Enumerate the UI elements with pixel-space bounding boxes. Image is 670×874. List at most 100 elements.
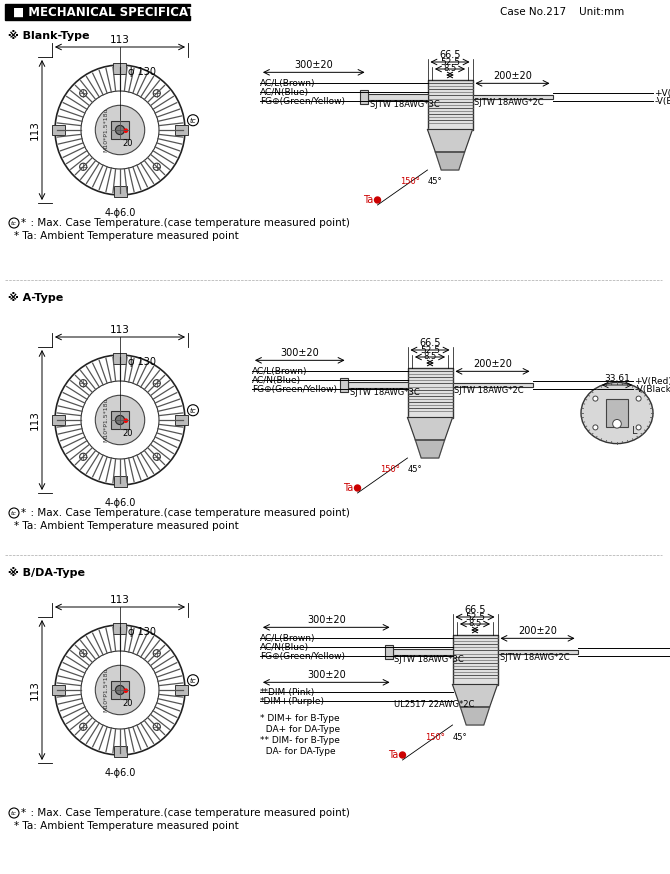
Bar	[52, 125, 65, 135]
Text: SJTW 18AWG*3C: SJTW 18AWG*3C	[369, 100, 440, 109]
Text: Ta: Ta	[363, 195, 373, 205]
Circle shape	[115, 685, 125, 695]
Bar	[113, 64, 127, 73]
Circle shape	[95, 665, 145, 715]
Text: Ta: Ta	[343, 483, 354, 493]
Circle shape	[95, 105, 145, 155]
Text: 200±20: 200±20	[493, 72, 532, 81]
Polygon shape	[427, 129, 472, 152]
Text: * DIM+ for B-Type: * DIM+ for B-Type	[260, 714, 340, 724]
Text: : Max. Case Temperature.(case temperature measured point): : Max. Case Temperature.(case temperatur…	[24, 508, 350, 518]
Circle shape	[115, 126, 125, 135]
Text: ** DIM- for B-Type: ** DIM- for B-Type	[260, 736, 340, 746]
Text: tc: tc	[11, 221, 17, 226]
Text: 8.5: 8.5	[444, 64, 457, 73]
Text: 200±20: 200±20	[518, 627, 557, 636]
Text: 113: 113	[30, 120, 40, 140]
Text: 52.5: 52.5	[440, 58, 460, 67]
Text: 113: 113	[110, 325, 130, 335]
Text: 20: 20	[123, 428, 133, 438]
Text: ※ Blank-Type: ※ Blank-Type	[8, 30, 90, 41]
Text: DA- for DA-Type: DA- for DA-Type	[260, 747, 336, 756]
Bar	[113, 623, 127, 634]
Text: 300±20: 300±20	[307, 670, 346, 680]
Text: * Ta: Ambient Temperature measured point: * Ta: Ambient Temperature measured point	[14, 231, 239, 241]
Bar	[393, 649, 452, 656]
Text: M10*P1.5*18u: M10*P1.5*18u	[103, 398, 108, 442]
Text: AC/L(Brown): AC/L(Brown)	[260, 79, 316, 87]
Text: *: *	[21, 218, 29, 228]
Bar	[360, 90, 368, 104]
Bar	[113, 746, 127, 757]
Text: 33.61: 33.61	[604, 374, 630, 383]
Circle shape	[593, 396, 598, 401]
Circle shape	[124, 419, 127, 422]
Text: M10*P1.5*18u: M10*P1.5*18u	[103, 668, 108, 712]
Polygon shape	[436, 152, 464, 170]
Text: : Max. Case Temperature.(case temperature measured point): : Max. Case Temperature.(case temperatur…	[24, 218, 350, 228]
Text: 20: 20	[123, 698, 133, 707]
Polygon shape	[460, 707, 490, 725]
Circle shape	[80, 454, 87, 461]
Text: ϕ 130: ϕ 130	[128, 357, 156, 367]
Ellipse shape	[581, 383, 653, 444]
Bar	[348, 382, 407, 388]
Circle shape	[80, 649, 87, 656]
Text: * Ta: Ambient Temperature measured point: * Ta: Ambient Temperature measured point	[14, 821, 239, 831]
Bar	[427, 80, 472, 129]
Polygon shape	[415, 440, 445, 458]
Bar	[472, 95, 553, 100]
Text: 66.5: 66.5	[440, 50, 461, 60]
Text: FG⊕(Green/Yellow): FG⊕(Green/Yellow)	[260, 652, 345, 661]
Bar	[606, 399, 628, 427]
Text: ϕ 130: ϕ 130	[128, 67, 156, 77]
Text: Case No.217    Unit:mm: Case No.217 Unit:mm	[500, 7, 624, 17]
Circle shape	[153, 649, 160, 656]
Bar	[111, 681, 129, 699]
Bar	[52, 415, 65, 425]
Text: DA+ for DA-Type: DA+ for DA-Type	[260, 725, 340, 734]
Text: 45°: 45°	[407, 466, 422, 475]
Text: FG⊕(Green/Yellow): FG⊕(Green/Yellow)	[252, 385, 337, 394]
Circle shape	[115, 415, 125, 425]
Bar	[111, 411, 129, 429]
Circle shape	[153, 723, 160, 731]
Polygon shape	[407, 418, 452, 440]
Circle shape	[636, 425, 641, 430]
Circle shape	[80, 379, 87, 387]
Text: * Ta: Ambient Temperature measured point: * Ta: Ambient Temperature measured point	[14, 521, 239, 531]
Text: 52.5: 52.5	[465, 613, 485, 622]
Polygon shape	[452, 684, 498, 707]
Text: tc: tc	[11, 811, 17, 816]
Circle shape	[153, 379, 160, 387]
Circle shape	[124, 689, 127, 692]
Bar	[452, 635, 498, 684]
Bar	[113, 186, 127, 197]
Text: : Max. Case Temperature.(case temperature measured point): : Max. Case Temperature.(case temperatur…	[24, 808, 350, 818]
Bar	[407, 368, 452, 418]
Circle shape	[188, 405, 198, 416]
Text: 45°: 45°	[427, 177, 442, 186]
Bar	[175, 125, 188, 135]
Circle shape	[153, 163, 160, 170]
Text: 52.5: 52.5	[420, 346, 440, 355]
Text: 300±20: 300±20	[294, 60, 333, 70]
Text: AC/L(Brown): AC/L(Brown)	[252, 367, 308, 376]
Text: tc: tc	[190, 118, 196, 124]
Circle shape	[124, 129, 127, 132]
Text: +V(Red): +V(Red)	[634, 377, 670, 385]
Bar	[175, 685, 188, 695]
Text: FG⊕(Green/Yellow): FG⊕(Green/Yellow)	[260, 97, 345, 106]
Circle shape	[80, 723, 87, 731]
Text: UL2517 22AWG*2C: UL2517 22AWG*2C	[395, 700, 475, 709]
Circle shape	[80, 163, 87, 170]
Text: AC/N(Blue): AC/N(Blue)	[252, 376, 301, 385]
Bar	[340, 378, 348, 392]
Text: tc: tc	[11, 511, 17, 516]
Text: 113: 113	[30, 410, 40, 430]
Text: 8.5: 8.5	[423, 352, 437, 361]
Text: 150°: 150°	[425, 732, 444, 741]
Circle shape	[188, 114, 198, 126]
Text: L: L	[632, 426, 638, 436]
Text: SJTW 18AWG*2C: SJTW 18AWG*2C	[500, 653, 569, 662]
